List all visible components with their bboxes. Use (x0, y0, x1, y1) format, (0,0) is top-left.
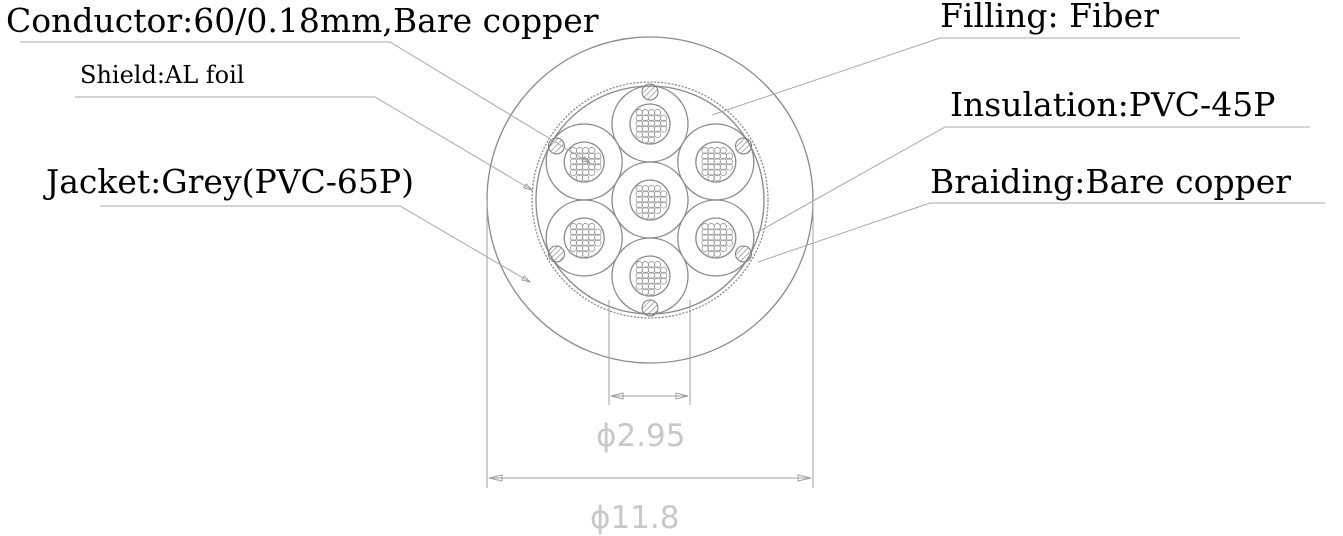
core-conductor (563, 217, 605, 259)
insulation-leader (755, 126, 1310, 234)
conductor-strand (659, 266, 668, 274)
conductor-strand (719, 168, 727, 176)
conductor-strand (594, 152, 602, 160)
conductor-strand (653, 282, 662, 290)
conductor-label: Conductor:60/0.18mm,Bare copper (6, 1, 599, 40)
conductor-strand (582, 174, 590, 182)
core-group (545, 85, 755, 315)
braiding-leader (757, 202, 1325, 263)
conductor-strand (725, 163, 734, 171)
jacket-leader (100, 205, 530, 282)
conductor-strand (653, 109, 662, 117)
cable-diameter-value: ϕ11.8 (590, 500, 679, 536)
conductor-strand (594, 163, 602, 171)
filler-fiber (547, 245, 565, 263)
conductor-strand (582, 250, 590, 258)
conductor-strand (659, 201, 668, 209)
conductor-strand (659, 125, 668, 133)
conductor-strand (588, 244, 596, 252)
braiding-outline (531, 81, 769, 319)
insulated-core (545, 123, 623, 201)
conductor-strand (725, 233, 734, 242)
core-insulation (545, 199, 623, 277)
conductor-strand (653, 130, 662, 138)
core-diameter-dimension (608, 300, 691, 405)
core-insulation (611, 161, 689, 239)
conductor-strand (594, 233, 602, 242)
conductor-strand (659, 195, 668, 204)
filler-fiber (641, 299, 659, 317)
insulation-label: Insulation:PVC-45P (950, 85, 1275, 124)
insulated-core (677, 123, 755, 201)
insulated-core (611, 161, 689, 239)
conductor-strand (713, 174, 721, 182)
core-insulation (677, 123, 755, 201)
leader-lines (20, 37, 1325, 282)
conductor-strand (588, 147, 596, 155)
core-conductor (695, 141, 737, 183)
conductor-strand (725, 157, 734, 166)
conductor-strand (659, 271, 668, 280)
conductor-strand (725, 239, 734, 247)
cable-diameter-dimension (486, 200, 814, 488)
filler-fiber (547, 137, 565, 155)
conductor-leader (20, 41, 590, 163)
conductor-strand (713, 250, 721, 258)
conductor-strand (659, 277, 668, 285)
filler-fiber (641, 83, 659, 101)
conductor-strand (659, 114, 668, 122)
filler-fiber (735, 245, 753, 263)
filling-leader (711, 37, 1240, 116)
shield-label: Shield:AL foil (80, 61, 244, 89)
conductor-strand (594, 228, 602, 236)
filler-fiber (735, 137, 753, 155)
core-conductor (563, 141, 605, 183)
core-diameter-value: ϕ2.95 (596, 418, 685, 454)
conductor-strand (719, 244, 727, 252)
conductor-strand (725, 228, 734, 236)
core-conductor (695, 217, 737, 259)
conductor-strand (594, 239, 602, 247)
conductor-strand (588, 223, 596, 231)
conductor-strand (653, 261, 662, 269)
core-insulation (545, 123, 623, 201)
braiding-label: Braiding:Bare copper (930, 162, 1291, 201)
conductor-strand (659, 119, 668, 128)
conductor-strand (647, 288, 656, 296)
insulated-core (545, 199, 623, 277)
conductor-strand (647, 212, 656, 220)
core-conductor (629, 103, 671, 145)
conductor-strand (659, 190, 668, 198)
jacket-label: Jacket:Grey(PVC-65P) (43, 162, 414, 201)
core-conductor (629, 255, 671, 297)
core-conductor (629, 179, 671, 221)
conductor-strand (719, 223, 727, 231)
shield-leader (75, 96, 532, 190)
conductor-strand (588, 168, 596, 176)
conductor-strand (653, 185, 662, 193)
conductor-strand (719, 147, 727, 155)
conductor-strand (725, 152, 734, 160)
core-insulation (677, 199, 755, 277)
shield-outline (535, 85, 765, 315)
conductor-strand (594, 157, 602, 166)
filler-group (547, 83, 753, 317)
conductor-strand (653, 206, 662, 214)
filling-label: Filling: Fiber (940, 0, 1159, 35)
conductor-strand (647, 136, 656, 144)
insulated-core (677, 199, 755, 277)
